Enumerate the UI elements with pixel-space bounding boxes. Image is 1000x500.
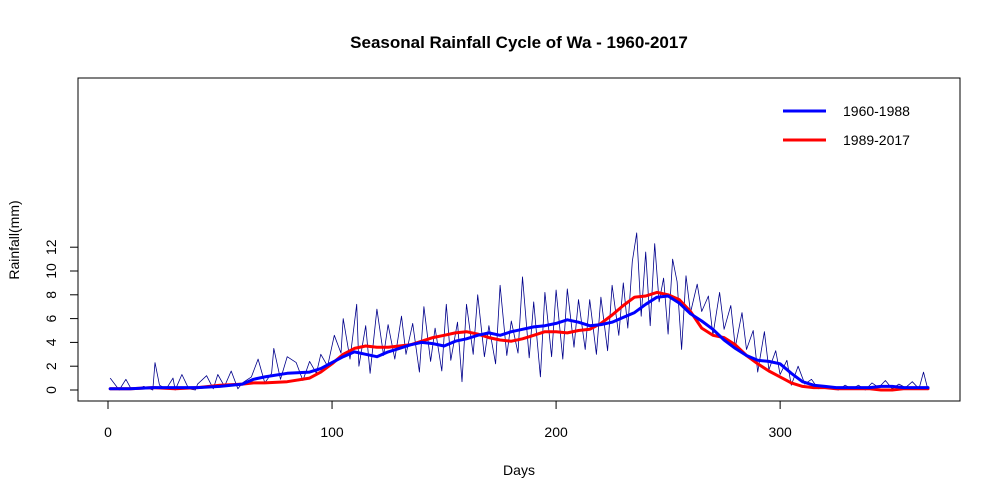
- plot-frame: [77, 77, 961, 402]
- y-axis-title: Rainfall(mm): [6, 200, 22, 279]
- daily-rainfall-line: [109, 232, 929, 391]
- y-tick-label: 0: [43, 386, 59, 394]
- series-line-1960-1988: [108, 294, 930, 391]
- chart-title: Seasonal Rainfall Cycle of Wa - 1960-201…: [350, 33, 688, 52]
- y-axis: 0 2 4 6 8 10 12: [43, 239, 79, 394]
- y-tick-label: 2: [43, 362, 59, 370]
- series-line-1989-2017: [108, 290, 930, 392]
- legend-label: 1960-1988: [843, 103, 910, 119]
- y-tick-label: 12: [43, 239, 59, 255]
- y-tick-label: 10: [43, 263, 59, 279]
- x-tick-label: 200: [544, 424, 568, 440]
- y-tick-label: 6: [43, 314, 59, 322]
- x-tick-label: 300: [768, 424, 792, 440]
- y-tick-label: 8: [43, 291, 59, 299]
- x-axis-title: Days: [503, 462, 535, 478]
- x-tick-label: 0: [104, 424, 112, 440]
- legend-label: 1989-2017: [843, 132, 910, 148]
- plot-area: [108, 232, 930, 392]
- x-axis: 0 100 200 300: [104, 400, 792, 440]
- x-tick-label: 100: [320, 424, 344, 440]
- legend: 1960-1988 1989-2017: [783, 103, 910, 148]
- y-tick-label: 4: [43, 338, 59, 346]
